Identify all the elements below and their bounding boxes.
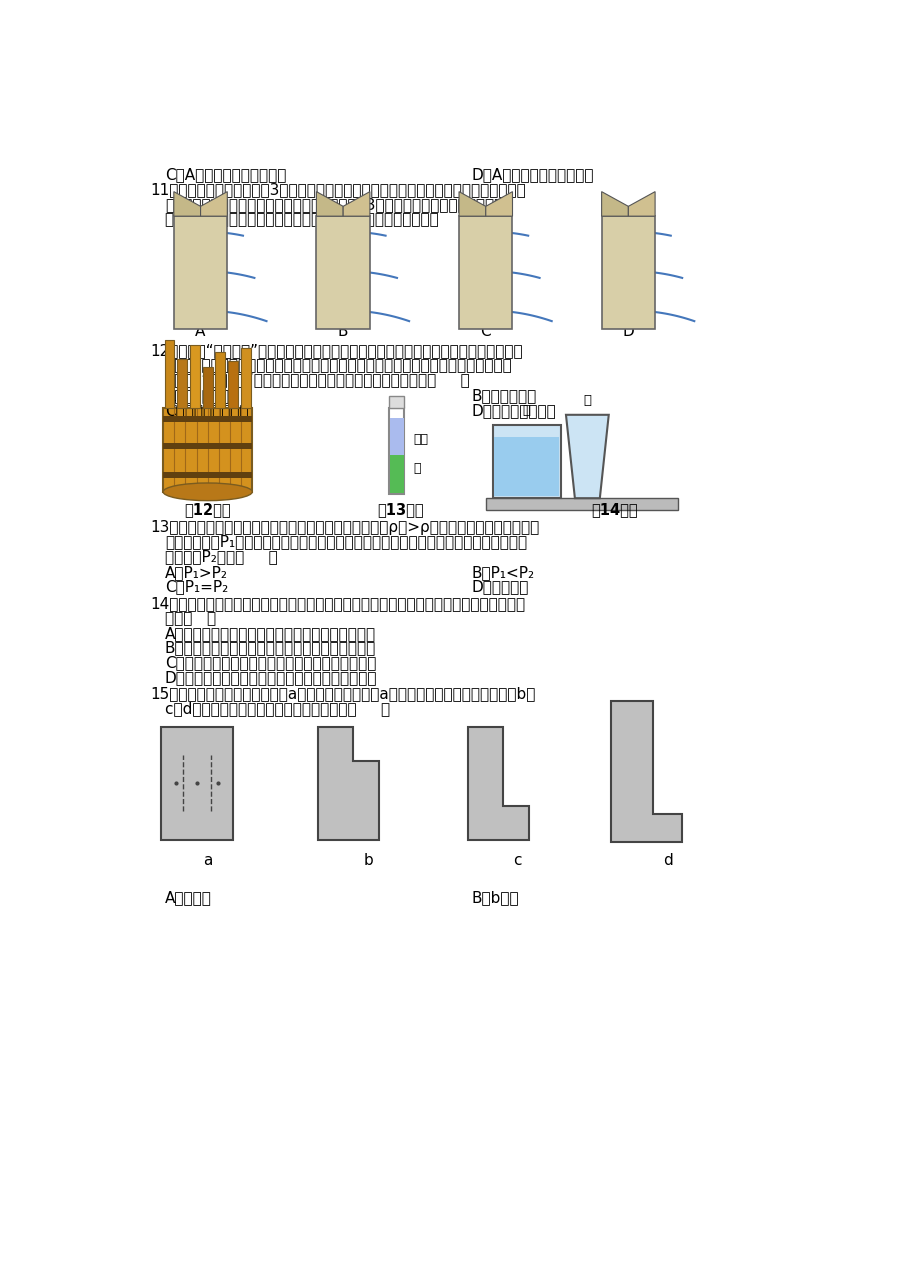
Text: C．鱼缸乙对桌面的压力小，缸中鱼受到水的压强小: C．鱼缸乙对桌面的压力小，缸中鱼受到水的压强小 [165,655,376,670]
Bar [389,418,403,455]
Text: C．A对桌面的压力不断变小: C．A对桌面的压力不断变小 [165,168,286,182]
Text: A: A [195,324,206,339]
Text: A．鱼缸甲对桌面的压力小，缸中鱼受到水的压强大: A．鱼缸甲对桌面的压力小，缸中鱼受到水的压强大 [165,626,376,641]
Bar [459,217,512,329]
Bar [228,362,238,409]
Bar [389,396,404,408]
Bar [601,217,654,329]
Polygon shape [628,191,654,217]
Bar [163,443,252,448]
Text: 11、在一个空纸盒的侧面扎3个大小一样的孔，一个孔在接近盒底部的位置，一个孔居中，: 11、在一个空纸盒的侧面扎3个大小一样的孔，一个孔在接近盒底部的位置，一个孔居中… [151,182,526,197]
Polygon shape [601,191,628,217]
Text: c: c [513,854,521,869]
Text: B: B [337,324,348,339]
Text: C．最短的一块木板: C．最短的一块木板 [165,403,248,418]
Text: 第14题图: 第14题图 [590,502,637,517]
Text: 第13题图: 第13题图 [377,502,423,517]
Bar [177,359,187,409]
Bar [161,726,233,840]
Text: A．一样大: A．一样大 [165,891,211,906]
Bar [174,217,227,329]
Text: 的压强为P₂，则（     ）: 的压强为P₂，则（ ） [165,549,278,564]
Bar [215,352,225,409]
Polygon shape [468,726,528,840]
FancyBboxPatch shape [163,409,252,492]
Text: 15、如图所示，一块正方体如图a，两边分别切去如图a中虚线所示的长方体部分，按图b、: 15、如图所示，一块正方体如图a，两边分别切去如图a中虚线所示的长方体部分，按图… [151,687,536,702]
Bar [485,498,677,510]
Text: A．P₁>P₂: A．P₁>P₂ [165,564,228,580]
Bar [241,348,251,409]
Bar [165,340,175,409]
Text: D: D [622,324,633,339]
Text: D．最长的一块木板: D．最长的一块木板 [471,403,556,418]
Bar [316,217,369,329]
Text: B．木桶的轻重: B．木桶的轻重 [471,389,536,404]
Text: A．木桶的粗细: A．木桶的粗细 [165,389,230,404]
Polygon shape [343,191,369,217]
Polygon shape [318,726,379,840]
Text: b: b [363,854,372,869]
Text: 12、著名的“木桶理论”：是指用木桶来装水，若制作木桶的木板参差不齐，那么它能盛下: 12、著名的“木桶理论”：是指用木桶来装水，若制作木桶的木板参差不齐，那么它能盛… [151,343,523,358]
Polygon shape [565,415,608,498]
Text: 另一个孔在接近盒的上部的位置。用一条透明胶把3个孔封住，向盒中加满水，把盒子: 另一个孔在接近盒的上部的位置。用一条透明胶把3个孔封住，向盒中加满水，把盒子 [165,197,512,211]
Polygon shape [200,191,227,217]
Text: 酒精: 酒精 [413,433,427,446]
Polygon shape [316,191,343,217]
Text: 14、如图所示，桌面上放有甲、乙两个鱼缸，同学们观察、比较后提出下列说法，其中正确: 14、如图所示，桌面上放有甲、乙两个鱼缸，同学们观察、比较后提出下列说法，其中正… [151,596,525,612]
Text: C．P₁=P₂: C．P₁=P₂ [165,580,228,595]
Bar [493,424,560,498]
Bar [389,408,404,494]
Text: 13、如图所示，圆柱形容器中装有质量相等的水和酒精（ρ水>ρ酒精），这时容器底部受到: 13、如图所示，圆柱形容器中装有质量相等的水和酒精（ρ水>ρ酒精），这时容器底部… [151,520,539,535]
Text: 液体的压强为P₁，把水和酒精充分混合后（不考虑水和酒精的蒸发），容器底部受到液体: 液体的压强为P₁，把水和酒精充分混合后（不考虑水和酒精的蒸发），容器底部受到液体 [165,535,527,549]
Ellipse shape [163,483,252,501]
Text: 的是（   ）: 的是（ ） [165,612,216,626]
Text: 乙: 乙 [583,394,591,406]
Text: C: C [480,324,491,339]
Polygon shape [174,191,200,217]
Text: 水的容量，不是由这个木桶中最长的木板来决定的，而是由最短的木板来决定，所以它: 水的容量，不是由这个木桶中最长的木板来决定的，而是由最短的木板来决定，所以它 [165,358,511,373]
Bar [163,417,252,422]
Polygon shape [459,191,485,217]
Text: d: d [662,854,672,869]
Text: 又被称为“短板效应”。那么决定木桶底部受到水的压强大小的是（     ）: 又被称为“短板效应”。那么决定木桶底部受到水的压强大小的是（ ） [165,372,470,387]
Bar [163,473,252,478]
Polygon shape [610,702,681,842]
Text: B．鱼缸甲对桌面的压力大，缸中鱼受到水的压强小: B．鱼缸甲对桌面的压力大，缸中鱼受到水的压强小 [165,641,376,655]
Text: 水: 水 [413,462,420,475]
Text: D．无法确定: D．无法确定 [471,580,528,595]
Text: B．b最大: B．b最大 [471,891,518,906]
Bar [494,437,559,496]
Polygon shape [485,191,512,217]
Text: D．鱼缸乙对桌面的压力大，缸中鱼受到水的压强大: D．鱼缸乙对桌面的压力大，缸中鱼受到水的压强大 [165,670,377,685]
Bar [389,454,403,493]
Text: 第12题图: 第12题图 [184,502,231,517]
Text: 甲: 甲 [522,404,530,417]
Text: c、d放置，则它们对水平地面的压强比较为（     ）: c、d放置，则它们对水平地面的压强比较为（ ） [165,701,390,716]
Text: 放在水池旁边，孔面对池子，并把胶带撕开，可以观察到的现象是（     ）: 放在水池旁边，孔面对池子，并把胶带撕开，可以观察到的现象是（ ） [165,211,471,227]
Text: D．A对桌面的压强不断变小: D．A对桌面的压强不断变小 [471,168,594,182]
Bar [202,367,212,409]
Bar [189,345,199,409]
Text: B．P₁<P₂: B．P₁<P₂ [471,564,534,580]
Text: a: a [203,854,212,869]
